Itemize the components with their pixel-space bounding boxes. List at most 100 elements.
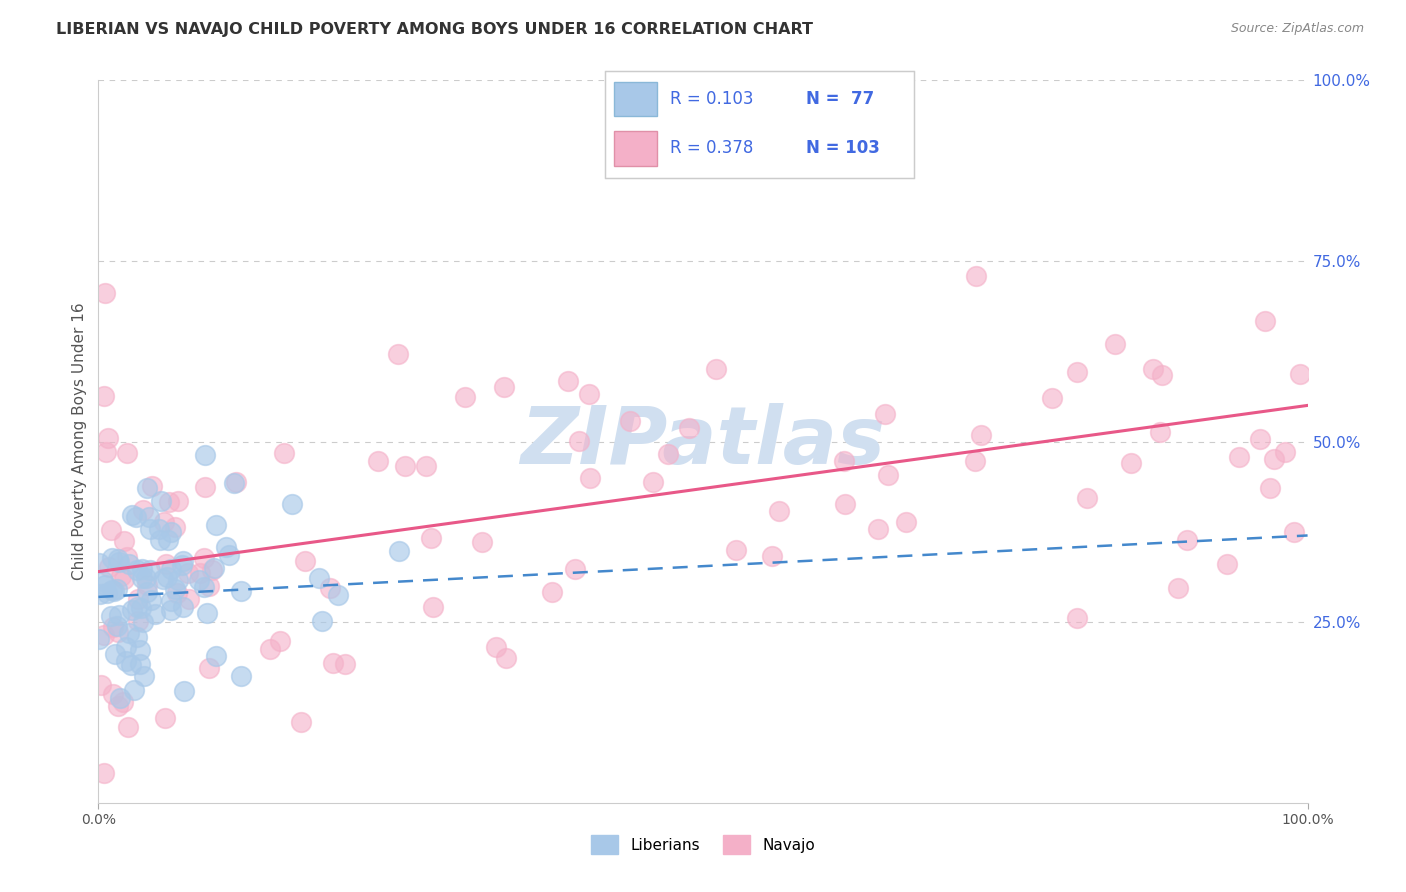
Navajo [970,428,993,442]
Liberians [172,599,194,614]
Liberians [194,448,217,462]
Liberians [215,541,238,555]
Navajo [454,391,477,405]
Liberians [108,555,131,569]
Liberians [172,554,194,568]
Liberians [115,640,138,654]
Liberians [163,582,186,596]
Navajo [1149,425,1171,439]
Navajo [110,569,132,583]
Navajo [198,579,221,593]
Navajo [579,471,602,485]
FancyBboxPatch shape [614,131,657,166]
Navajo [876,468,898,483]
Navajo [367,454,389,468]
Liberians [136,585,159,599]
Text: Source: ZipAtlas.com: Source: ZipAtlas.com [1230,22,1364,36]
Navajo [177,566,200,580]
Liberians [129,601,152,615]
Navajo [333,657,356,672]
Navajo [97,431,120,445]
Navajo [225,475,247,490]
Navajo [1150,368,1173,382]
Navajo [1263,451,1285,466]
Navajo [419,531,441,545]
Navajo [564,562,586,576]
Liberians [94,578,117,592]
Liberians [122,682,145,697]
Liberians [218,548,240,562]
Navajo [1254,314,1277,328]
Liberians [118,626,141,640]
Navajo [259,641,281,656]
Navajo [127,592,149,607]
Navajo [578,386,600,401]
Navajo [269,634,291,648]
Navajo [1282,525,1305,540]
Liberians [107,552,129,566]
Navajo [678,420,700,434]
Liberians [149,533,172,547]
Liberians [87,556,110,570]
Liberians [103,584,125,599]
Navajo [90,678,112,692]
Navajo [141,479,163,493]
Navajo [188,566,211,580]
Liberians [160,525,183,540]
Navajo [394,458,416,473]
Navajo [132,503,155,517]
Liberians [139,563,162,577]
Text: N =  77: N = 77 [806,90,875,108]
Liberians [311,615,333,629]
Text: ZIPatlas: ZIPatlas [520,402,886,481]
Navajo [166,586,188,600]
Navajo [93,389,115,403]
Liberians [108,607,131,622]
Liberians [159,603,181,617]
Navajo [422,600,444,615]
Liberians [131,571,153,585]
Navajo [1216,557,1239,571]
Liberians [104,647,127,661]
Liberians [101,550,124,565]
Liberians [100,608,122,623]
Navajo [107,699,129,714]
Navajo [768,504,790,518]
Liberians [132,615,155,630]
Navajo [115,446,138,460]
Navajo [1167,581,1189,595]
Liberians [159,594,181,608]
Navajo [494,379,516,393]
Navajo [167,494,190,508]
Liberians [202,561,225,575]
Navajo [290,714,312,729]
Liberians [138,509,160,524]
Navajo [1249,432,1271,446]
Text: R = 0.103: R = 0.103 [669,90,754,108]
Liberians [152,572,174,586]
Liberians [156,570,179,584]
Liberians [132,668,155,682]
Navajo [1066,365,1088,379]
Navajo [834,497,856,511]
Liberians [125,600,148,615]
Legend: Liberians, Navajo: Liberians, Navajo [585,830,821,860]
Navajo [135,578,157,592]
Navajo [197,661,219,675]
Navajo [965,268,987,283]
Liberians [129,642,152,657]
Liberians [193,580,215,594]
Navajo [93,766,115,780]
Text: R = 0.378: R = 0.378 [669,139,752,157]
Navajo [1274,444,1296,458]
Y-axis label: Child Poverty Among Boys Under 16: Child Poverty Among Boys Under 16 [72,302,87,581]
Navajo [96,444,118,458]
Liberians [120,657,142,672]
Liberians [91,574,114,588]
Navajo [868,522,890,536]
Liberians [96,586,118,600]
Navajo [704,362,727,376]
Text: N = 103: N = 103 [806,139,880,157]
Liberians [121,508,143,522]
Liberians [281,497,304,511]
